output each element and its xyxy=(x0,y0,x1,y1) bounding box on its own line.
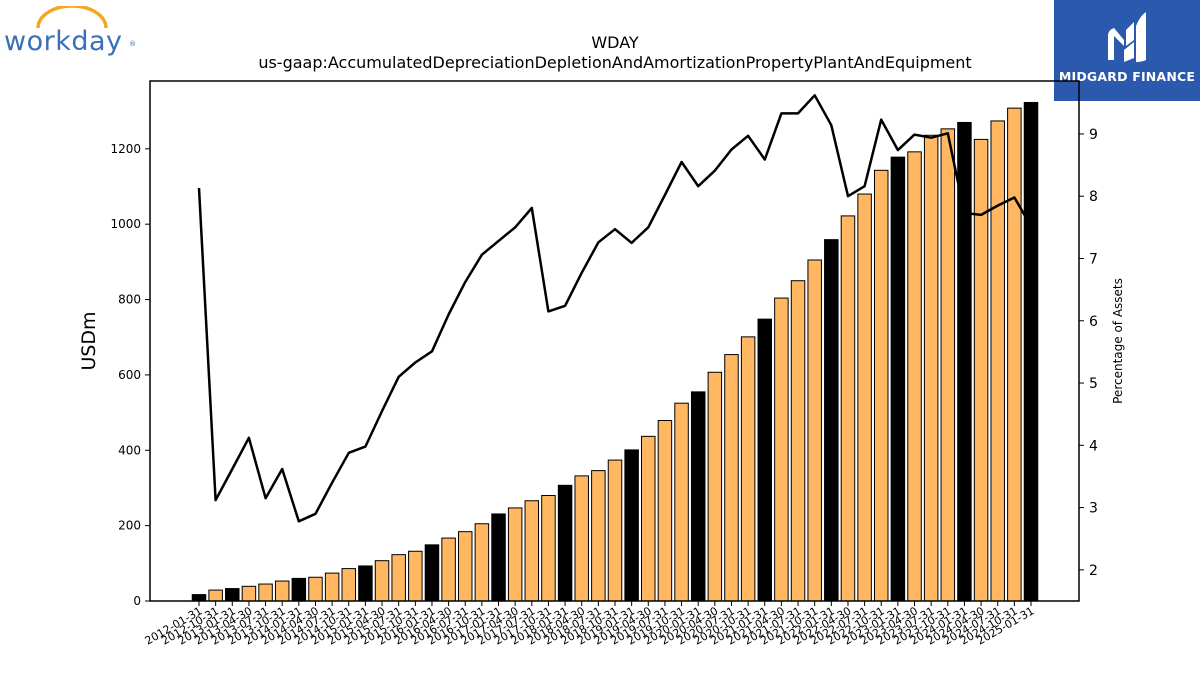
bar-2022-10-31 xyxy=(873,169,889,602)
chart-subtitle: us-gaap:AccumulatedDepreciationDepletion… xyxy=(258,53,971,72)
bar-2024-10-31 xyxy=(1007,107,1022,602)
bar-2014-01-31 xyxy=(291,577,307,602)
midgard-finance-emblem-icon xyxy=(1054,0,1200,101)
bar-2012-01-31 xyxy=(191,594,207,602)
workday-logo-text: workday xyxy=(4,26,123,57)
bar-2016-04-30 xyxy=(441,537,456,602)
bar-2017-01-31 xyxy=(491,513,506,602)
y-tick-label: 0 xyxy=(133,594,141,608)
bar-2015-01-31 xyxy=(358,565,373,602)
bar-2015-10-31 xyxy=(408,550,423,602)
workday-registered-mark: ® xyxy=(129,40,136,48)
bar-2017-10-31 xyxy=(541,494,556,602)
bar-2022-07-31 xyxy=(857,193,872,602)
bar-2016-01-31 xyxy=(424,544,440,602)
bar-2022-01-31 xyxy=(824,239,839,602)
bar-2019-01-31 xyxy=(624,449,639,602)
workday-logo: workday ® xyxy=(4,4,136,57)
bar-2020-07-31 xyxy=(724,354,739,602)
bar-2020-04-30 xyxy=(707,371,723,602)
bar-2020-10-31 xyxy=(740,336,756,602)
y2-tick-label: 5 xyxy=(1089,376,1098,392)
bar-2025-01-31 xyxy=(1023,101,1039,602)
bar-2023-07-31 xyxy=(923,134,939,602)
bar-2013-04-30 xyxy=(241,585,257,602)
bar-2018-07-31 xyxy=(591,470,606,602)
y2-tick-label: 7 xyxy=(1089,251,1098,267)
bar-2021-07-31 xyxy=(790,280,806,602)
series-line-percentage-of-assets xyxy=(197,94,1033,523)
y-tick-label: 200 xyxy=(118,519,141,533)
y2-tick-label: 6 xyxy=(1089,314,1098,330)
y-axis-label: USDm xyxy=(78,311,100,370)
y2-tick-label: 3 xyxy=(1089,501,1098,517)
bar-2013-01-31 xyxy=(225,588,240,602)
workday-logo-arc-icon xyxy=(36,6,108,29)
bar-2018-10-31 xyxy=(607,459,623,602)
bar-2023-04-30 xyxy=(907,151,922,602)
y2-tick-label: 8 xyxy=(1089,189,1098,205)
bar-2019-10-31 xyxy=(674,402,689,602)
bar-2021-04-30 xyxy=(774,297,789,602)
y2-axis-label: Percentage of Assets xyxy=(1111,278,1125,404)
bar-2022-04-30 xyxy=(840,215,856,602)
bar-2015-07-31 xyxy=(391,554,406,602)
y-tick-label: 600 xyxy=(118,368,141,382)
bar-2021-10-31 xyxy=(807,259,822,602)
y2-tick-label: 2 xyxy=(1089,563,1098,579)
y2-tick-label: 9 xyxy=(1089,127,1098,143)
bar-2012-10-31 xyxy=(208,589,223,602)
midgard-finance-logo: MIDGARD FINANCE xyxy=(1054,0,1200,101)
bar-2017-04-30 xyxy=(507,507,523,602)
bar-2019-04-30 xyxy=(641,435,656,602)
bar-2024-07-31 xyxy=(990,120,1005,602)
bar-2024-04-30 xyxy=(973,138,989,602)
bar-2016-10-31 xyxy=(474,523,490,602)
chart-title: WDAY xyxy=(591,33,639,52)
y-tick-label: 400 xyxy=(118,443,141,457)
y-tick-label: 800 xyxy=(118,293,141,307)
bar-2014-04-30 xyxy=(308,576,323,602)
bar-2014-10-31 xyxy=(341,568,357,602)
bar-2013-10-31 xyxy=(274,580,290,602)
y2-tick-label: 4 xyxy=(1089,438,1098,454)
bar-2021-01-31 xyxy=(757,318,773,602)
bar-2020-01-31 xyxy=(690,391,706,602)
bar-2016-07-31 xyxy=(457,531,473,602)
bar-2017-07-31 xyxy=(524,500,540,602)
bar-2014-07-31 xyxy=(324,572,340,602)
bar-2018-04-30 xyxy=(574,475,589,602)
y-tick-label: 1000 xyxy=(110,217,141,231)
midgard-finance-logo-text: MIDGARD FINANCE xyxy=(1058,69,1196,84)
y-tick-label: 1200 xyxy=(110,142,141,156)
bar-2019-07-31 xyxy=(657,420,673,602)
bar-2023-01-31 xyxy=(890,156,906,602)
bar-2023-10-31 xyxy=(940,128,956,602)
bar-2015-04-30 xyxy=(374,560,390,602)
bar-2018-01-31 xyxy=(557,484,573,602)
bar-2013-07-31 xyxy=(258,583,273,602)
